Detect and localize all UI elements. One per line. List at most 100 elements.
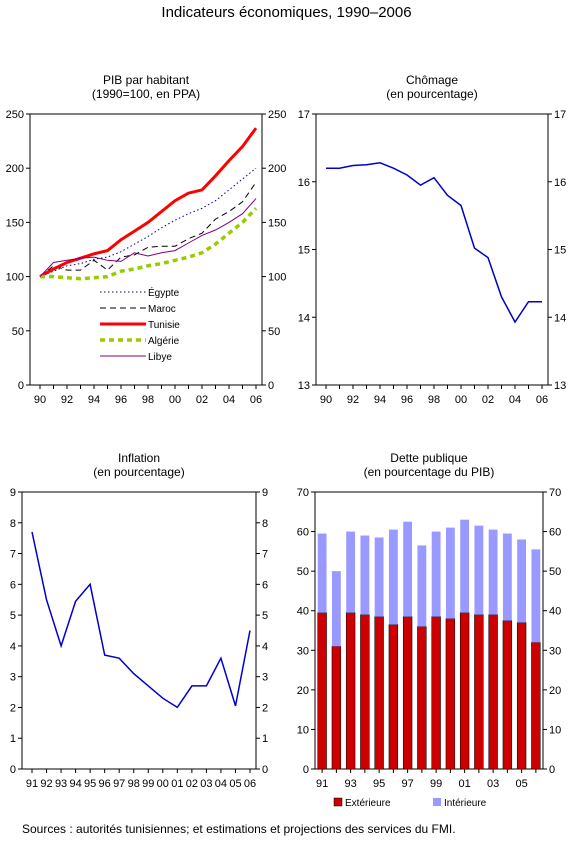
dette-ytick-label-left: 10 bbox=[297, 724, 309, 736]
dette-bar-interieure bbox=[502, 533, 512, 621]
dette-bar-interieure bbox=[488, 529, 498, 615]
pib-ytick-label-right: 0 bbox=[268, 380, 274, 392]
inflation-ytick-label-left: 3 bbox=[10, 672, 16, 684]
chomage-xtick-label: 98 bbox=[428, 394, 440, 406]
chomage-ytick-label-right: 17 bbox=[554, 109, 566, 121]
dette-ytick-label-left: 40 bbox=[297, 606, 309, 618]
inflation-ytick-label-left: 5 bbox=[10, 610, 16, 622]
dette-xtick-label: 93 bbox=[345, 778, 357, 790]
inflation-subtitle: (en pourcentage) bbox=[93, 465, 184, 479]
pib-ytick-label-left: 100 bbox=[6, 272, 24, 284]
dette-subtitle: (en pourcentage du PIB) bbox=[364, 465, 495, 479]
chomage-xtick-label: 90 bbox=[320, 394, 332, 406]
dette-bar-exterieure bbox=[502, 620, 513, 770]
dette-bar-exterieure bbox=[374, 616, 384, 770]
pib-xtick-label: 94 bbox=[88, 394, 100, 406]
dette-bar-interieure bbox=[417, 545, 427, 627]
dette-bar-interieure bbox=[431, 531, 441, 617]
pib-series-line bbox=[40, 207, 258, 281]
pib-ytick-label-right: 150 bbox=[268, 217, 286, 229]
inflation-xtick-label: 94 bbox=[69, 778, 81, 790]
pib-ytick-label-left: 200 bbox=[6, 163, 24, 175]
chomage-xtick-label: 06 bbox=[536, 394, 548, 406]
dette-bar-interieure bbox=[360, 535, 370, 615]
dette-plot-frame bbox=[314, 491, 544, 770]
dette-bar-interieure bbox=[388, 529, 398, 625]
dette-ytick-label-left: 20 bbox=[297, 685, 309, 697]
dette-xtick-label: 91 bbox=[316, 778, 328, 790]
dette-bar-interieure bbox=[517, 539, 527, 623]
page-title: Indicateurs économiques, 1990–2006 bbox=[161, 4, 412, 21]
dette-bar-interieure bbox=[374, 537, 384, 617]
inflation-ytick-label-right: 9 bbox=[262, 487, 268, 499]
dette-bar-exterieure bbox=[445, 618, 456, 770]
dette-bar-interieure bbox=[474, 525, 484, 615]
inflation-xtick-label: 06 bbox=[244, 778, 256, 790]
pib-xtick-label: 96 bbox=[115, 394, 127, 406]
pib-ytick-label-right: 250 bbox=[268, 109, 286, 121]
inflation-xtick-label: 00 bbox=[157, 778, 169, 790]
pib-xtick-label: 90 bbox=[34, 394, 46, 406]
dette-xtick-label: 03 bbox=[487, 778, 499, 790]
pib-subtitle: (1990=100, en PPA) bbox=[92, 87, 200, 101]
source-note: Sources : autorités tunisiennes; et esti… bbox=[22, 822, 456, 836]
dette-bar-interieure bbox=[460, 519, 470, 613]
pib-xtick-label: 04 bbox=[223, 394, 235, 406]
dette-bar-exterieure bbox=[331, 646, 342, 770]
inflation-xtick-label: 01 bbox=[171, 778, 183, 790]
pib-series-line bbox=[39, 127, 258, 278]
dette-bar-interieure bbox=[403, 521, 413, 617]
dette-bar-exterieure bbox=[474, 614, 484, 770]
dette-legend-swatch-interieure bbox=[433, 798, 441, 806]
pib-xtick-label: 00 bbox=[169, 394, 181, 406]
inflation-ytick-label-left: 0 bbox=[10, 764, 16, 776]
chomage-xtick-label: 02 bbox=[482, 394, 494, 406]
chomage-ytick-label-left: 15 bbox=[298, 245, 310, 257]
pib-legend-label: Algérie bbox=[148, 336, 180, 347]
pib-series-line bbox=[39, 198, 257, 277]
dette-ytick-label-left: 0 bbox=[303, 764, 309, 776]
inflation-ytick-label-left: 2 bbox=[10, 702, 16, 714]
pib-xtick-label: 06 bbox=[250, 394, 262, 406]
dette-bar-interieure bbox=[531, 549, 541, 643]
chomage-line bbox=[326, 162, 542, 324]
pib-title: PIB par habitant bbox=[103, 73, 190, 87]
inflation-ytick-label-left: 4 bbox=[10, 641, 16, 653]
inflation-ytick-label-right: 2 bbox=[262, 702, 268, 714]
dette-ytick-label-right: 0 bbox=[549, 764, 555, 776]
pib-legend-label: Égypte bbox=[148, 286, 180, 299]
inflation-xtick-label: 97 bbox=[113, 778, 125, 790]
inflation-ytick-label-left: 9 bbox=[10, 487, 16, 499]
inflation-ytick-label-right: 5 bbox=[262, 610, 268, 622]
chomage-ytick-label-left: 14 bbox=[298, 312, 310, 324]
inflation-ytick-label-left: 7 bbox=[10, 549, 16, 561]
chomage-xtick-label: 04 bbox=[509, 394, 521, 406]
inflation-ytick-label-left: 1 bbox=[10, 733, 16, 745]
pib-ytick-label-right: 200 bbox=[268, 163, 286, 175]
inflation-ytick-label-left: 6 bbox=[10, 579, 16, 591]
chomage-xtick-label: 94 bbox=[374, 394, 386, 406]
dette-bar-exterieure bbox=[459, 612, 470, 770]
dette-bar-exterieure bbox=[345, 612, 356, 770]
pib-legend-label: Tunisie bbox=[148, 320, 180, 331]
inflation-xtick-label: 93 bbox=[55, 778, 67, 790]
pib-xtick-label: 98 bbox=[142, 394, 154, 406]
inflation-xtick-label: 99 bbox=[142, 778, 154, 790]
dette-ytick-label-left: 50 bbox=[297, 566, 309, 578]
dette-bar-exterieure bbox=[317, 612, 327, 770]
dette-ytick-label-right: 30 bbox=[549, 645, 561, 657]
dette-bar-exterieure bbox=[488, 614, 498, 770]
dette-title: Dette publique bbox=[390, 451, 468, 465]
dette-xtick-label: 97 bbox=[402, 778, 414, 790]
dette-bar-exterieure bbox=[360, 614, 370, 770]
dette-ytick-label-right: 70 bbox=[549, 487, 561, 499]
dette-legend-label-interieure: Intérieure bbox=[444, 798, 487, 809]
inflation-line bbox=[31, 531, 251, 709]
pib-plot-frame bbox=[29, 113, 263, 386]
chomage-ytick-label-left: 17 bbox=[298, 109, 310, 121]
pib-ytick-label-left: 50 bbox=[12, 326, 24, 338]
inflation-xtick-label: 03 bbox=[200, 778, 212, 790]
dette-bar-interieure bbox=[331, 571, 341, 647]
dette-bar-interieure bbox=[445, 527, 455, 619]
chomage-subtitle: (en pourcentage) bbox=[386, 87, 477, 101]
